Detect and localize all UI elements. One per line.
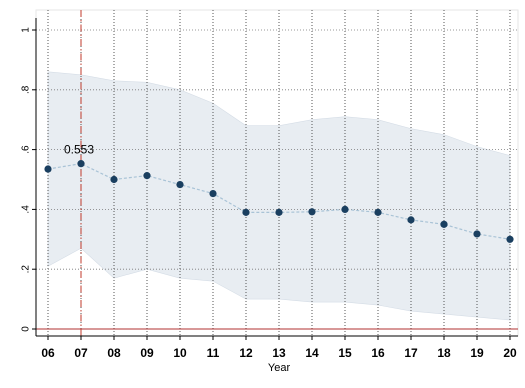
x-tick-label: 15: [338, 346, 352, 360]
x-tick-label: 09: [140, 346, 154, 360]
x-tick-label: 17: [404, 346, 418, 360]
x-axis-title: Year: [268, 362, 291, 374]
y-tick-label: 1: [21, 27, 32, 33]
series-points: [44, 160, 514, 243]
data-point: [374, 208, 382, 216]
data-point: [209, 189, 217, 198]
data-point: [440, 220, 448, 228]
value-annotation: 0.553: [64, 143, 94, 157]
y-tick-label: 0: [21, 326, 32, 332]
data-point: [176, 180, 184, 189]
data-point: [473, 230, 481, 238]
reference-lines: [36, 10, 518, 336]
x-tick-label: 06: [41, 346, 55, 360]
x-tick-label: 07: [74, 346, 88, 360]
y-tick-label: .2: [21, 265, 32, 274]
data-point: [77, 160, 85, 168]
data-point: [506, 235, 514, 243]
data-point: [308, 208, 316, 216]
y-tick-label: .4: [21, 205, 32, 214]
x-tick-label: 14: [305, 346, 319, 360]
x-tick-label: 10: [173, 346, 187, 360]
data-point: [275, 208, 283, 216]
y-axis: 0 .2 .4 .6 .8 1: [21, 18, 37, 336]
x-tick-label: 20: [503, 346, 517, 360]
x-tick-label: 11: [207, 346, 220, 360]
x-tick-label: 08: [107, 346, 121, 360]
x-tick-label: 18: [437, 346, 451, 360]
data-point: [341, 205, 349, 213]
data-point: [143, 172, 151, 180]
data-point: [110, 175, 118, 184]
x-axis: 06 07 08 09 10 11 12 13 14 15 16 17 18 19 20: [36, 335, 518, 360]
data-point: [242, 208, 250, 216]
y-tick-label: .8: [21, 85, 32, 94]
data-point: [407, 216, 415, 224]
x-tick-label: 12: [239, 346, 253, 360]
x-tick-label: 13: [272, 346, 286, 360]
x-tick-label: 16: [371, 346, 385, 360]
x-tick-label: 19: [470, 346, 484, 360]
data-point: [44, 165, 52, 173]
y-tick-label: .6: [21, 145, 32, 154]
